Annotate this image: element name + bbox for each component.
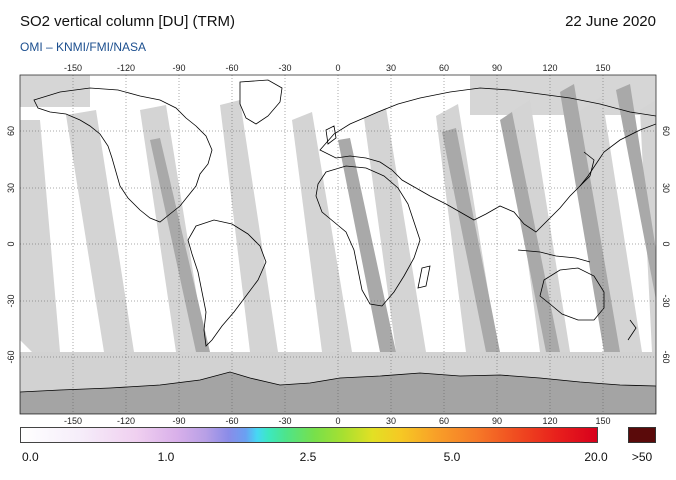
colorbar-overflow-swatch: [628, 427, 656, 443]
greenland: [239, 79, 283, 125]
colorbar-label: 0.0: [22, 450, 39, 464]
lon-tick-bottom: 30: [386, 416, 396, 426]
arctic-no-data-west: [20, 75, 90, 107]
japan: [579, 151, 595, 187]
british-isles: [325, 125, 337, 145]
new-zealand: [627, 319, 637, 341]
lat-tick-right: 0: [661, 241, 671, 246]
continents: [33, 79, 656, 347]
lat-tick-left: 30: [6, 183, 16, 193]
gridlines: [20, 75, 656, 414]
lon-tick-bottom: 120: [542, 416, 557, 426]
madagascar: [417, 265, 431, 289]
eurasia: [319, 87, 656, 233]
map-frame: [19, 74, 657, 415]
lon-tick-top: -150: [64, 63, 82, 73]
lat-ticks-right: 60 30 0 -30 -60: [661, 126, 671, 364]
lon-tick-bottom: -120: [117, 416, 135, 426]
lat-tick-right: 30: [661, 183, 671, 193]
colorbar-label: 20.0: [584, 450, 608, 464]
map-title: SO2 vertical column [DU] (TRM): [20, 13, 236, 30]
lon-tick-bottom: -150: [64, 416, 82, 426]
lon-tick-top: 90: [492, 63, 502, 73]
lon-ticks-top: -150 -120 -90 -60 -30 0 30 60 90 120 150: [64, 63, 611, 73]
swath-edges: [150, 84, 656, 352]
lon-tick-top: -90: [172, 63, 185, 73]
lon-tick-bottom: 90: [492, 416, 502, 426]
colorbar-label: 5.0: [443, 450, 461, 464]
lon-tick-bottom: 60: [439, 416, 449, 426]
indonesia: [517, 249, 591, 263]
lon-tick-bottom: 150: [595, 416, 610, 426]
north-america: [33, 87, 213, 223]
lon-tick-bottom: -30: [278, 416, 291, 426]
colorbar: [20, 427, 598, 443]
lat-tick-right: 60: [661, 126, 671, 136]
lat-tick-left: -60: [6, 350, 16, 363]
lat-tick-right: -60: [661, 350, 671, 363]
lon-tick-bottom: 0: [335, 416, 340, 426]
lon-tick-top: 60: [439, 63, 449, 73]
africa: [315, 165, 421, 307]
lat-ticks-left: 60 30 0 -30 -60: [6, 126, 16, 364]
map-date: 22 June 2020: [565, 13, 656, 30]
colorbar-label: 1.0: [157, 450, 175, 464]
data-credit: OMI – KNMI/FMI/NASA: [20, 40, 147, 54]
lon-tick-bottom: -90: [172, 416, 185, 426]
lat-tick-left: -30: [6, 294, 16, 307]
lon-tick-top: 150: [595, 63, 610, 73]
lat-tick-left: 0: [6, 241, 16, 246]
lon-tick-top: 30: [386, 63, 396, 73]
lat-tick-left: 60: [6, 126, 16, 136]
lon-tick-top: -120: [117, 63, 135, 73]
south-america: [187, 219, 267, 347]
lon-tick-top: -30: [278, 63, 291, 73]
lon-tick-top: 0: [335, 63, 340, 73]
lon-tick-top: -60: [225, 63, 238, 73]
australia: [539, 267, 605, 321]
lon-ticks-bottom: -150 -120 -90 -60 -30 0 30 60 90 120 150: [64, 416, 611, 426]
colorbar-overflow-label: >50: [631, 450, 653, 464]
lon-tick-bottom: -60: [225, 416, 238, 426]
colorbar-label: 2.5: [299, 450, 317, 464]
lat-tick-right: -30: [661, 294, 671, 307]
lon-tick-top: 120: [542, 63, 557, 73]
